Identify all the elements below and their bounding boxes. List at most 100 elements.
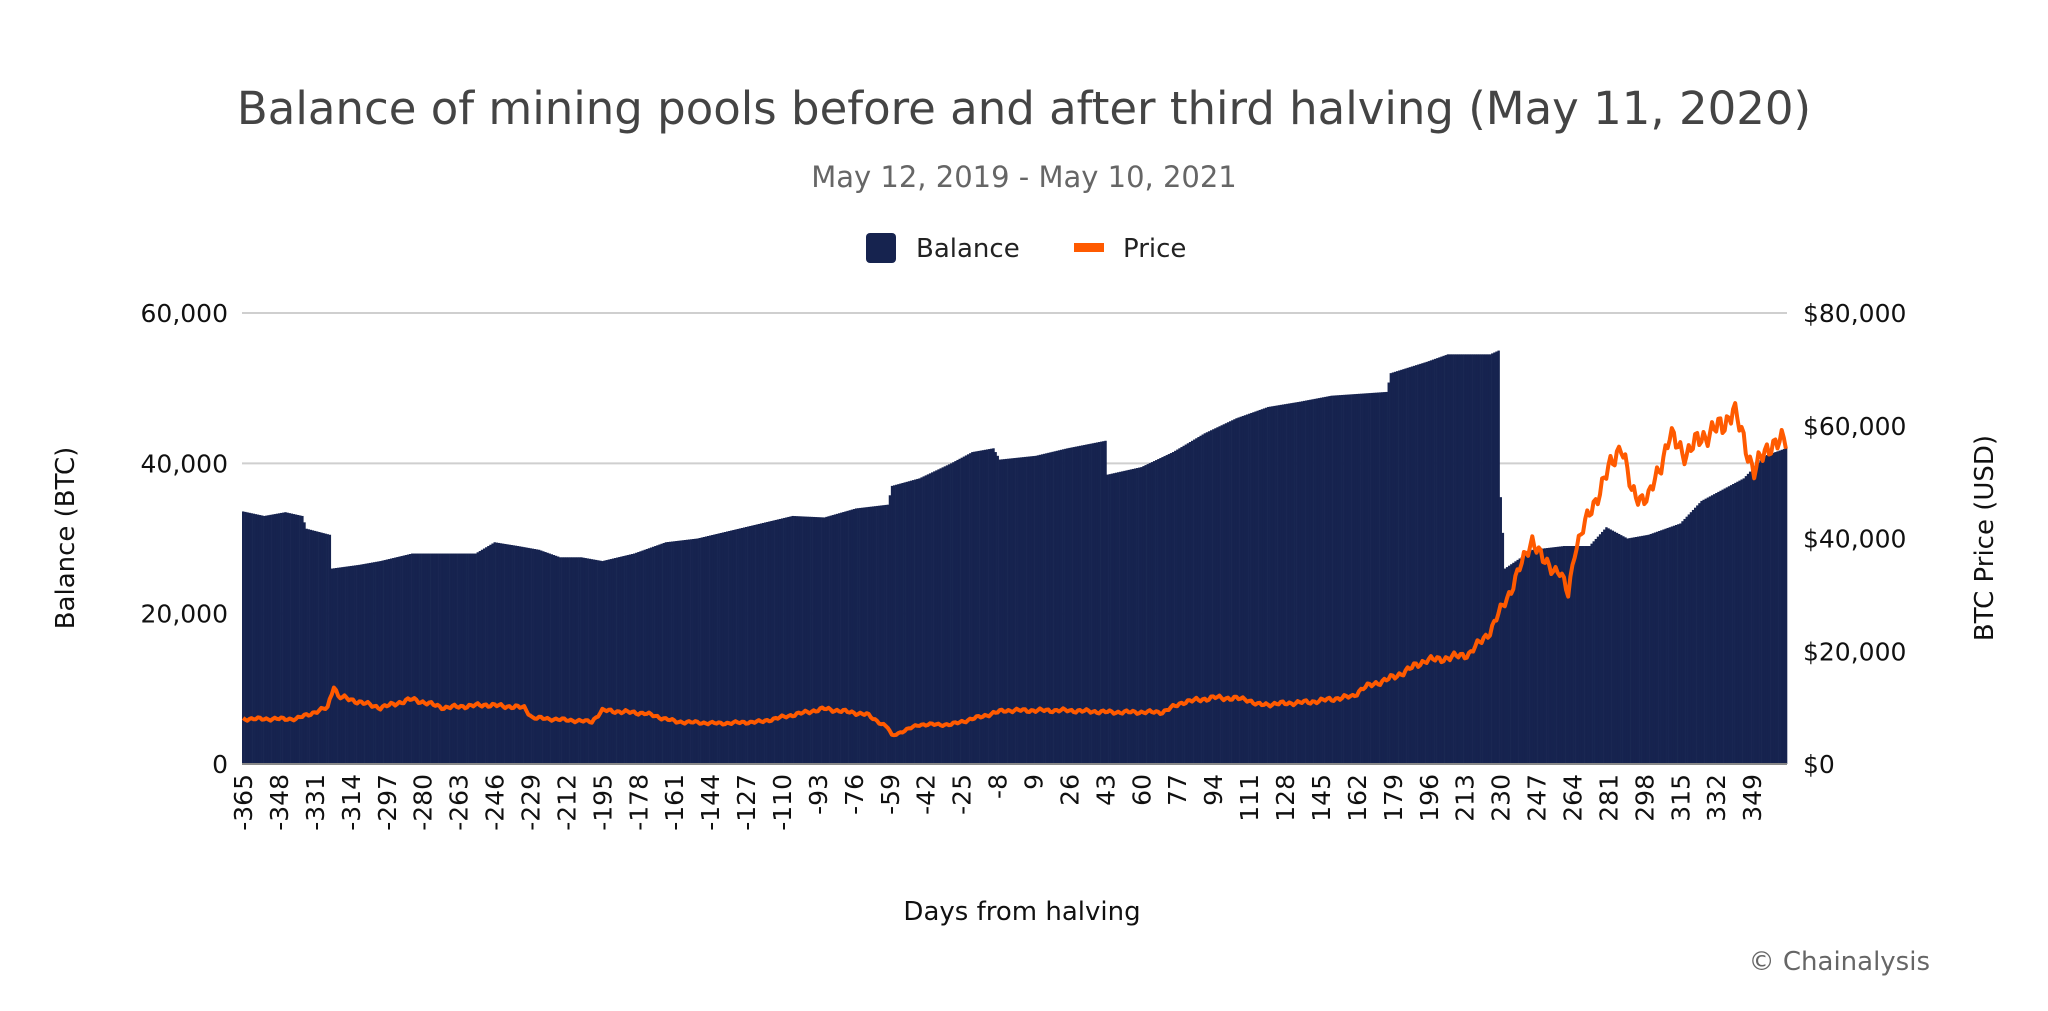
balance-bar — [442, 553, 446, 764]
balance-bar — [730, 530, 733, 764]
x-tick-label: 281 — [1594, 774, 1623, 822]
balance-bar — [1740, 479, 1743, 764]
balance-bar — [1634, 537, 1638, 764]
balance-bar — [408, 554, 412, 764]
balance-bar — [491, 543, 494, 764]
balance-bar — [313, 530, 317, 764]
balance-bar — [582, 557, 585, 764]
balance-bar — [1277, 405, 1281, 764]
balance-bar — [609, 559, 613, 764]
balance-bar — [1338, 395, 1342, 764]
balance-bar — [1577, 546, 1581, 764]
balance-bar — [356, 565, 359, 764]
balance-bar — [472, 553, 475, 764]
x-tick-label: -212 — [552, 774, 581, 831]
balance-bar — [1152, 461, 1156, 764]
balance-bar — [1184, 444, 1188, 764]
x-tick-label: 332 — [1702, 774, 1731, 822]
x-tick-label: 128 — [1271, 774, 1300, 822]
balance-bar — [717, 533, 720, 764]
balance-bar — [863, 507, 866, 764]
balance-bar — [668, 541, 672, 764]
balance-bar — [1220, 425, 1223, 764]
x-tick-label: 196 — [1415, 774, 1444, 822]
chart-title: Balance of mining pools before and after… — [237, 82, 1811, 135]
balance-bar — [694, 538, 697, 764]
balance-bar — [339, 567, 342, 764]
chart-subtitle: May 12, 2019 - May 10, 2021 — [811, 160, 1237, 194]
balance-bar — [652, 546, 655, 764]
balance-bar — [1499, 497, 1502, 764]
balance-bar — [559, 557, 562, 764]
balance-bar — [1009, 458, 1012, 764]
balance-bar — [1598, 534, 1602, 764]
balance-bar — [563, 557, 566, 764]
balance-bar — [1043, 453, 1046, 764]
balance-bar — [1562, 546, 1566, 764]
balance-bar — [1516, 559, 1519, 764]
balance-bar — [1231, 420, 1234, 764]
balance-bar — [282, 512, 285, 764]
balance-bar — [662, 543, 666, 764]
balance-bar — [812, 516, 816, 764]
balance-bar — [1660, 530, 1663, 764]
balance-bar — [766, 521, 769, 764]
balance-bar — [914, 479, 917, 764]
balance-bar — [1425, 361, 1428, 764]
balance-bar — [715, 533, 718, 764]
balance-bar — [385, 559, 389, 764]
balance-bar — [1696, 505, 1699, 764]
balance-bar — [823, 517, 826, 764]
balance-bar — [432, 553, 435, 764]
balance-bar — [1626, 538, 1629, 764]
x-tick-label: -195 — [588, 774, 617, 831]
balance-bar — [1746, 473, 1750, 764]
balance-bar — [531, 548, 534, 764]
balance-bar — [1431, 359, 1435, 764]
balance-bar — [535, 549, 539, 764]
balance-bar — [867, 506, 871, 764]
balance-bar — [692, 539, 695, 764]
balance-bar — [288, 513, 291, 764]
balance-bar — [605, 560, 608, 764]
balance-bar — [1442, 355, 1445, 764]
balance-bar — [436, 553, 439, 764]
balance-bar — [876, 505, 879, 764]
balance-bar — [1110, 473, 1114, 764]
balance-bar — [290, 513, 294, 764]
balance-bar — [861, 507, 864, 764]
balance-bar — [1222, 424, 1226, 764]
balance-bar — [1406, 367, 1409, 764]
balance-bar — [791, 515, 794, 764]
balance-bar — [736, 528, 739, 764]
balance-bar — [525, 547, 528, 764]
balance-bar — [994, 452, 997, 764]
balance-bar — [783, 517, 786, 764]
balance-bar — [759, 523, 763, 764]
balance-bar — [599, 560, 602, 764]
balance-bar — [533, 549, 537, 764]
balance-bar — [702, 537, 706, 764]
balance-bar — [1059, 449, 1063, 764]
balance-bar — [732, 529, 735, 764]
balance-bar — [1495, 351, 1498, 764]
balance-bar — [726, 531, 729, 764]
x-tick-label: -110 — [768, 774, 797, 831]
balance-bar — [1679, 523, 1682, 764]
x-tick-label: 94 — [1199, 774, 1228, 806]
balance-bar — [1653, 532, 1657, 764]
balance-bar — [1436, 358, 1439, 764]
x-tick-label: 349 — [1738, 774, 1767, 822]
balance-bar — [1089, 443, 1092, 764]
balance-bar — [770, 520, 773, 764]
balance-bar — [1334, 395, 1338, 764]
balance-bar — [1423, 362, 1426, 764]
balance-bar — [389, 558, 393, 764]
balance-bar — [1567, 546, 1570, 764]
balance-bar — [459, 553, 463, 764]
balance-bar — [358, 564, 361, 764]
balance-bar — [1486, 354, 1490, 764]
balance-bar — [992, 448, 995, 764]
balance-bar — [1303, 400, 1306, 764]
y-axis-title-left: Balance (BTC) — [51, 447, 81, 630]
